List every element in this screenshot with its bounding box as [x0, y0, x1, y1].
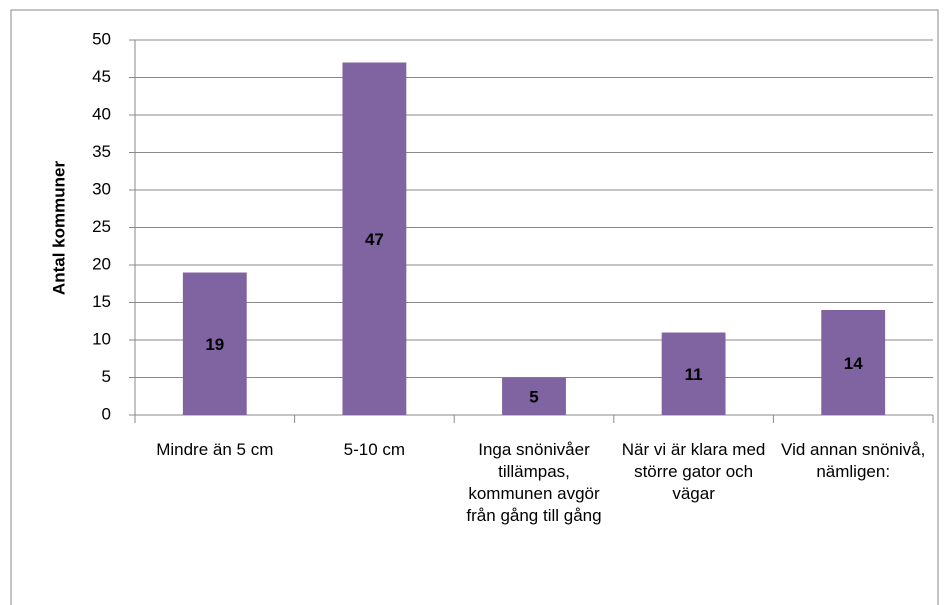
x-tick-label: När vi är klara med större gator och väg…	[621, 440, 766, 503]
bar	[502, 377, 566, 415]
y-tick-label: 20	[92, 254, 111, 273]
y-tick-label: 45	[92, 67, 111, 86]
y-tick-label: 5	[102, 367, 111, 386]
y-tick-label: 35	[92, 142, 111, 161]
data-label: 47	[365, 230, 384, 249]
x-tick-label: Inga snönivåer tillämpas, kommunen avgör…	[466, 440, 602, 525]
bar	[821, 310, 886, 415]
y-tick-label: 0	[102, 404, 111, 423]
x-tick-label: Vid annan snönivå, nämligen:	[781, 440, 926, 481]
y-tick-label: 50	[92, 29, 111, 48]
chart-border	[10, 9, 939, 605]
data-label: 5	[529, 388, 538, 407]
y-tick-label: 40	[92, 104, 111, 123]
y-axis-label: Antal kommuner	[49, 161, 68, 296]
data-label: 19	[205, 335, 224, 354]
y-tick-label: 15	[92, 292, 111, 311]
data-label: 11	[685, 365, 703, 384]
data-label: 14	[844, 354, 863, 373]
bar	[342, 62, 407, 415]
x-tick-label: 5-10 cm	[343, 440, 406, 459]
y-tick-label: 30	[92, 179, 111, 198]
y-tick-label: 10	[92, 329, 111, 348]
y-tick-label: 25	[92, 217, 111, 236]
bar	[182, 272, 247, 415]
bar	[661, 332, 726, 415]
x-tick-label: Mindre än 5 cm	[156, 440, 274, 459]
